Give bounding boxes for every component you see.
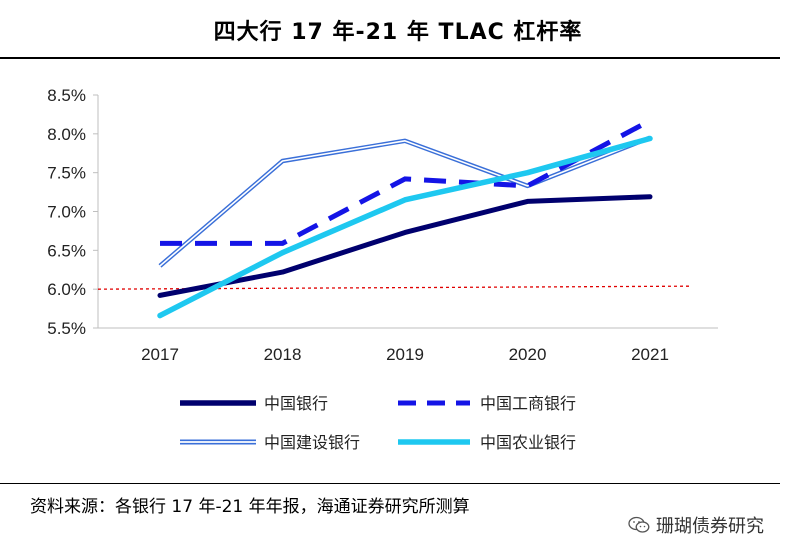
data-point	[281, 270, 285, 274]
source-note: 资料来源：各银行 17 年-21 年年报，海通证券研究所测算	[30, 497, 470, 517]
legend-label: 中国银行	[264, 394, 328, 413]
legend-item: 中国工商银行	[398, 394, 576, 413]
data-point	[648, 136, 652, 140]
x-tick-label: 2017	[141, 345, 179, 364]
bottom-rule	[0, 483, 780, 484]
y-tick-label: 8.0%	[47, 125, 86, 144]
top-rule	[0, 57, 780, 59]
x-tick-label: 2018	[264, 345, 302, 364]
legend-label: 中国建设银行	[264, 433, 360, 452]
x-tick-label: 2019	[386, 345, 424, 364]
data-point	[403, 139, 407, 143]
y-tick-label: 8.5%	[47, 86, 86, 105]
series-1	[157, 194, 653, 298]
data-point	[158, 241, 162, 245]
data-point	[281, 241, 285, 245]
line-chart: 8.5%8.0%7.5%7.0%6.5%6.0%5.5% 2017 2018 201…	[47, 86, 718, 452]
x-tick-label: 2020	[509, 345, 547, 364]
y-tick-label: 7.5%	[47, 164, 86, 183]
legend-label: 中国工商银行	[480, 394, 576, 413]
y-tick-label: 6.5%	[47, 241, 86, 260]
y-tick-label: 5.5%	[47, 319, 86, 338]
x-tick-label: 2021	[631, 345, 669, 364]
data-point	[648, 119, 652, 123]
data-point	[526, 184, 530, 188]
series-line-inner	[159, 136, 651, 267]
watermark-text: 珊瑚债券研究	[656, 516, 764, 537]
data-point	[158, 314, 162, 318]
chart-axes	[97, 95, 718, 329]
data-point	[526, 171, 530, 175]
y-tick-labels: 8.5% 8.0% 7.5% 7.0% 6.5% 6.0% 5.5%	[47, 86, 98, 338]
legend-item: 中国银行	[180, 394, 328, 413]
series-3	[158, 135, 651, 268]
watermark: 珊瑚债券研究	[628, 512, 764, 538]
data-point	[281, 159, 285, 163]
series-line	[157, 194, 653, 298]
data-point	[403, 177, 407, 181]
data-point	[281, 251, 285, 255]
legend-item: 中国农业银行	[398, 433, 576, 452]
data-point	[648, 195, 652, 199]
legend-label: 中国农业银行	[480, 433, 576, 452]
series-line	[157, 135, 653, 319]
data-point	[158, 264, 162, 268]
chart-title: 四大行 17 年-21 年 TLAC 杠杆率	[213, 20, 583, 45]
series-2	[158, 118, 652, 246]
wechat-icon	[628, 516, 650, 533]
legend-item: 中国建设银行	[180, 433, 360, 452]
data-point	[403, 230, 407, 234]
y-tick-label: 6.0%	[47, 280, 86, 299]
data-point	[158, 293, 162, 297]
series-lines	[97, 118, 691, 319]
x-tick-labels: 2017 2018 2019 2020 2021	[141, 345, 669, 364]
data-point	[526, 199, 530, 203]
data-point	[403, 198, 407, 202]
y-tick-label: 7.0%	[47, 203, 86, 222]
series-4	[157, 135, 653, 319]
